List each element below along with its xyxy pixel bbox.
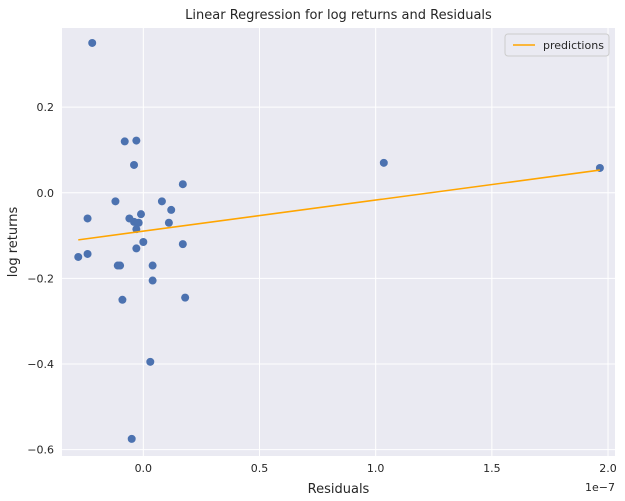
- scatter-point: [118, 295, 127, 304]
- y-tick-label: 0.0: [37, 187, 55, 200]
- x-tick-label: 0.0: [135, 462, 153, 475]
- scatter-point: [127, 434, 136, 443]
- scatter-point: [148, 276, 157, 285]
- scatter-point: [132, 136, 141, 145]
- scatter-point: [83, 214, 92, 223]
- scatter-point: [83, 249, 92, 258]
- x-axis-ticks: 0.0 0.5 1.0 1.5 2.0: [135, 462, 617, 475]
- legend: predictions: [504, 33, 610, 57]
- scatter-point: [134, 218, 143, 227]
- scatter-point: [146, 357, 155, 366]
- scatter-series: [74, 38, 604, 443]
- scatter-point: [181, 293, 190, 302]
- scatter-point: [116, 261, 125, 270]
- x-tick-label: 1.0: [367, 462, 385, 475]
- predictions-line: [78, 169, 601, 241]
- scatter-point: [137, 210, 145, 219]
- scatter-point: [178, 180, 187, 189]
- x-axis-label: Residuals: [308, 482, 370, 497]
- y-tick-label: −0.2: [27, 272, 54, 285]
- x-tick-label: 2.0: [599, 462, 617, 475]
- scatter-point: [178, 240, 187, 249]
- scatter-point: [164, 218, 173, 227]
- y-tick-label: −0.6: [27, 444, 54, 457]
- y-axis-ticks: −0.6 −0.4 −0.2 0.0 0.2: [27, 101, 54, 456]
- scatter-point: [132, 244, 141, 253]
- plot-background: [62, 28, 615, 456]
- legend-box: [504, 33, 610, 57]
- scatter-point: [157, 197, 166, 206]
- scatter-point: [148, 261, 157, 270]
- scatter-point: [139, 238, 148, 246]
- scatter-point: [111, 197, 120, 206]
- predictions-line-path: [78, 169, 601, 241]
- scatter-point: [130, 160, 139, 169]
- y-axis-label: log returns: [6, 207, 21, 278]
- y-tick-label: −0.4: [27, 358, 54, 371]
- x-tick-label: 1.5: [483, 462, 501, 475]
- scatter-point: [120, 137, 129, 146]
- x-tick-label: 0.5: [251, 462, 269, 475]
- scatter-point: [74, 252, 83, 261]
- chart-title: Linear Regression for log returns and Re…: [185, 8, 492, 23]
- y-tick-label: 0.2: [37, 101, 55, 114]
- scatter-point: [88, 38, 97, 47]
- legend-label-predictions: predictions: [543, 39, 604, 52]
- scatter-point: [167, 205, 176, 214]
- scatter-point: [379, 158, 388, 167]
- x-axis-offset-label: 1e−7: [585, 481, 615, 494]
